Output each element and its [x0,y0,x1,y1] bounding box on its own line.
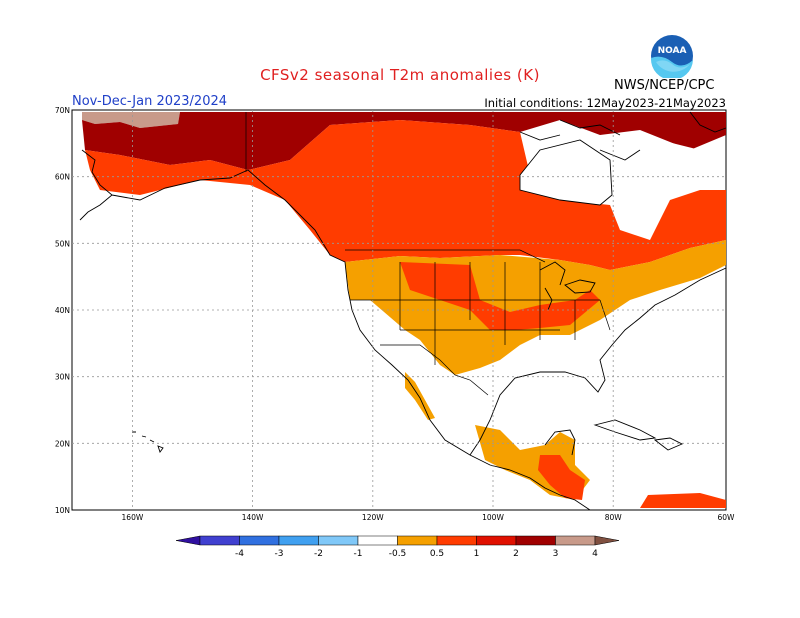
colorbar-label: -4 [235,549,244,559]
colorbar-labels: -4 -3 -2 -1 -0.5 0.5 1 2 3 4 [235,549,598,559]
colorbar-label: -3 [275,549,284,559]
noaa-logo: NOAA [650,35,693,78]
colorbar-boxes [175,535,620,546]
anomaly-region-white-quebec [640,140,720,195]
lat-label: 70N [55,106,70,115]
colorbar-label: 3 [553,549,559,559]
lon-label: 100W [482,513,504,522]
map-title: CFSv2 seasonal T2m anomalies (K) [260,66,540,84]
lat-label: 30N [55,373,70,382]
lat-label: 50N [55,239,70,248]
colorbar-label: -1 [354,549,363,559]
colorbar-label: 2 [513,549,519,559]
arctic-islands [519,119,641,161]
lon-tick-labels: 160W 140W 120W 100W 80W 60W [122,513,736,522]
gridlines [72,110,726,510]
anomaly-region-white-hudson [520,140,612,205]
colorbar-box [318,535,359,546]
anomaly-region-1-2-centralamerica [538,455,585,500]
colorbar-box [199,535,240,546]
colorbar-box [436,535,477,546]
colorbar-label: -0.5 [389,549,407,559]
agency-label: NWS/NCEP/CPC [614,78,715,93]
lon-label: 140W [242,513,264,522]
colorbar-box [357,535,398,546]
us-state-lines [350,262,611,365]
political-borders [245,112,611,396]
colorbar-box [476,535,517,546]
anomaly-region-1-2 [85,120,726,270]
lat-tick-labels: 70N 60N 50N 40N 30N 20N 10N [55,106,70,515]
colorbar-arrow-low [175,535,201,546]
us-mexico-border [380,344,489,396]
initial-conditions: Initial conditions: 12May2023-21May2023 [484,96,726,110]
colorbar-box [239,535,280,546]
lat-label: 60N [55,173,70,182]
lon-label: 120W [362,513,384,522]
hudson-bay-coastline [519,139,613,206]
noaa-logo-text: NOAA [658,46,687,56]
west-coastline [247,169,591,511]
anomaly-region-1-2-southamerica [640,493,726,508]
cuba-coastline [593,419,657,441]
anomaly-shading [82,112,726,508]
forecast-period: Nov-Dec-Jan 2023/2024 [72,94,228,109]
colorbar-arrow-high [594,535,620,546]
lon-label: 60W [718,513,736,522]
colorbar-box [515,535,556,546]
colorbar-box [555,535,596,546]
lat-label: 20N [55,439,70,448]
anomaly-region-1-2-us [400,262,600,330]
lat-label: 40N [55,306,70,315]
canada-us-border [345,249,546,263]
colorbar-label: 0.5 [430,549,444,559]
colorbar-box [278,535,319,546]
hawaii-islands [132,431,164,453]
lon-label: 160W [122,513,144,522]
yucatan-coastline [544,429,576,456]
colorbar-label: 1 [474,549,480,559]
lat-label: 10N [55,506,70,515]
greenland-coastline [689,111,727,133]
lon-label: 80W [605,513,623,522]
gulf-coastline [469,267,727,456]
colorbar-label: 4 [592,549,598,559]
anomaly-region-0-5-1-baja [405,372,435,420]
colorbar-box [397,535,438,546]
hispaniola-coastline [653,437,684,451]
anomaly-region-3-4 [82,112,180,128]
anomaly-region-2-3 [82,112,726,170]
colorbar-label: -2 [314,549,323,559]
